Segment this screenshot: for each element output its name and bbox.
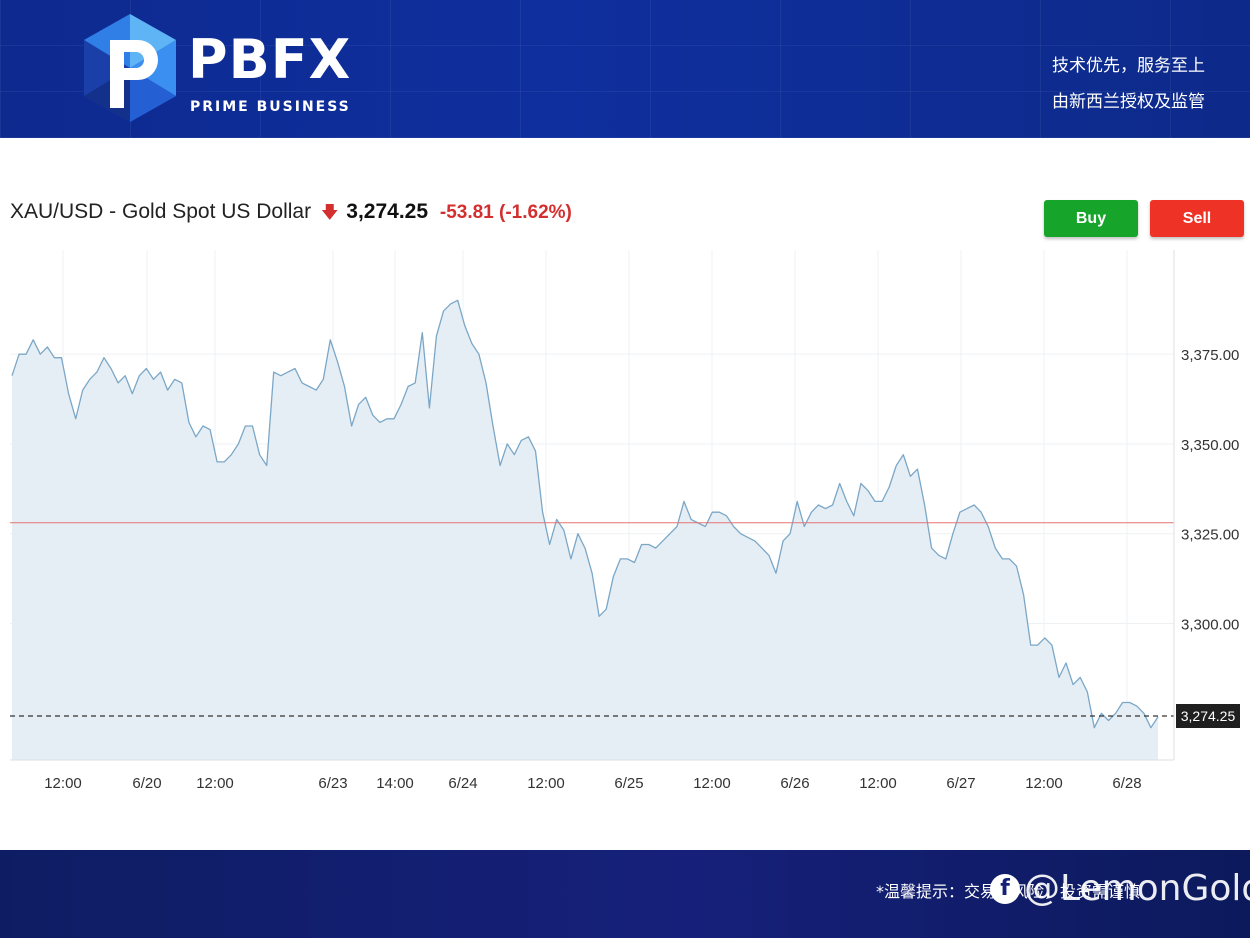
x-tick-label: 6/28 [1112,775,1141,792]
current-price: 3,274.25 [346,200,429,223]
x-tick-label: 12:00 [527,775,565,792]
slogan-line-2: 由新西兰授权及监管 [1052,92,1205,112]
buy-button[interactable]: Buy [1044,200,1138,237]
down-arrow-icon: 🡇 [320,203,339,222]
x-tick-label: 6/27 [946,775,975,792]
instrument-header: XAU/USD - Gold Spot US Dollar 🡇 3,274.25… [10,200,572,229]
price-change: -53.81 (-1.62%) [439,202,572,223]
x-tick-label: 12:00 [693,775,731,792]
banner-pattern [0,0,1250,138]
instrument-symbol: XAU/USD - Gold Spot US Dollar [10,200,312,223]
price-area-fill [12,300,1158,760]
top-banner: PBFX PRIME BUSINESS 技术优先，服务至上 由新西兰授权及监管 [0,0,1250,138]
brand-name: PBFX [188,28,352,91]
y-tick-label: 3,375.00 [1181,347,1239,364]
last-price-label-box [1176,704,1240,729]
facebook-icon: f [990,873,1020,904]
x-tick-label: 6/20 [132,775,161,792]
y-tick-label: 3,300.00 [1181,617,1239,634]
x-tick-label: 6/25 [614,775,643,792]
price-line [11,299,1159,729]
footer-banner: *温馨提示：交易有风险，投资需谨慎 f @LemonGold [0,850,1250,938]
x-tick-label: 12:00 [44,775,82,792]
x-tick-label: 6/26 [780,775,809,792]
last-price-label: 3,274.25 [1181,708,1236,724]
x-tick-label: 6/24 [448,775,477,792]
x-tick-label: 12:00 [859,775,897,792]
watermark-text: @LemonGold [1024,868,1250,909]
y-tick-label: 3,325.00 [1181,527,1239,544]
sell-button[interactable]: Sell [1150,200,1244,237]
x-tick-label: 14:00 [376,775,414,792]
x-tick-label: 12:00 [1025,775,1063,792]
x-tick-label: 12:00 [196,775,234,792]
y-tick-label: 3,350.00 [1181,437,1239,454]
slogan-line-1: 技术优先，服务至上 [1052,56,1205,76]
x-tick-label: 6/23 [318,775,347,792]
price-chart: 3,274.25 3,375.00 3,350.00 3,325.00 3,300.00… [10,250,1240,792]
pbfx-logo-icon [84,14,176,122]
watermark: f @LemonGold [990,868,1250,909]
brand-subtitle: PRIME BUSINESS [190,99,351,115]
